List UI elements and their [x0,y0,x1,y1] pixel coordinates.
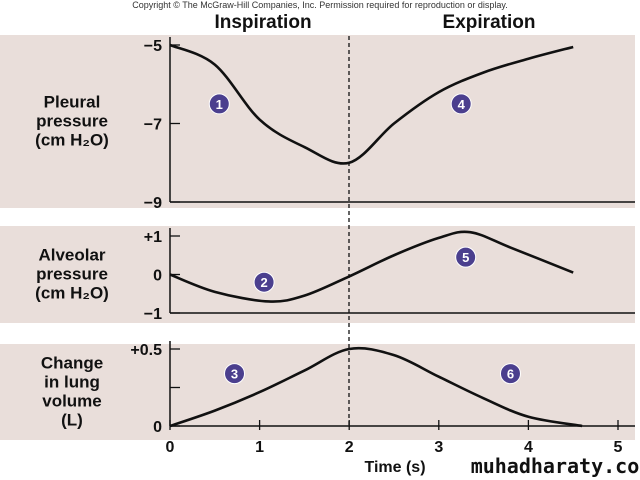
series-line-1 [169,43,574,165]
step-marker-label: 6 [507,367,514,382]
y-axis-label-line: Alveolar [38,246,105,265]
x-axis-label: Time (s) [364,459,425,476]
series-line-3 [169,346,583,428]
y-tick-label: −1 [144,306,162,323]
y-tick-label: +1 [144,229,162,246]
y-axis-label-line: (cm H₂O) [35,131,109,150]
y-tick-label: −5 [144,38,162,55]
y-axis-label-line: pressure [36,265,108,284]
x-tick-label: 3 [434,439,443,456]
series-line-2 [169,230,574,303]
y-axis-label-line: pressure [36,112,108,131]
panel-3-background [0,344,635,440]
y-tick-label: 0 [153,419,162,436]
x-tick-label: 4 [524,439,533,456]
inspiration-heading: Inspiration [214,12,311,33]
y-axis-label-line: in lung [44,373,100,392]
y-tick-label: −7 [144,117,162,134]
y-axis-label-line: (cm H₂O) [35,284,109,303]
step-marker-label: 5 [462,250,469,265]
x-tick-label: 1 [255,439,264,456]
step-marker-label: 2 [260,275,267,290]
x-tick-label: 0 [166,439,175,456]
expiration-heading: Expiration [443,12,536,33]
y-tick-label: 0 [153,268,162,285]
y-tick-label: −9 [144,195,162,212]
step-marker-label: 1 [216,97,223,112]
x-tick-label: 5 [614,439,623,456]
step-marker-2 [253,271,275,293]
step-marker-label: 3 [231,367,238,382]
step-marker-label: 4 [458,97,466,112]
watermark-bg [482,452,640,480]
y-axis-label-line: (L) [61,411,83,430]
step-marker-3 [224,363,246,385]
step-marker-4 [450,93,472,115]
copyright-text: Copyright © The McGraw-Hill Companies, I… [132,0,507,10]
step-marker-6 [499,363,521,385]
y-tick-label: +0.5 [130,342,162,359]
step-marker-1 [208,93,230,115]
panel-1-background [0,35,635,208]
y-axis-label-line: Change [41,354,103,373]
watermark: muhadharaty.com [471,454,640,478]
y-axis-label-line: Pleural [44,93,101,112]
x-tick-label: 2 [345,439,354,456]
y-axis-label-line: volume [42,392,102,411]
step-marker-5 [455,246,477,268]
panel-2-background [0,226,635,323]
